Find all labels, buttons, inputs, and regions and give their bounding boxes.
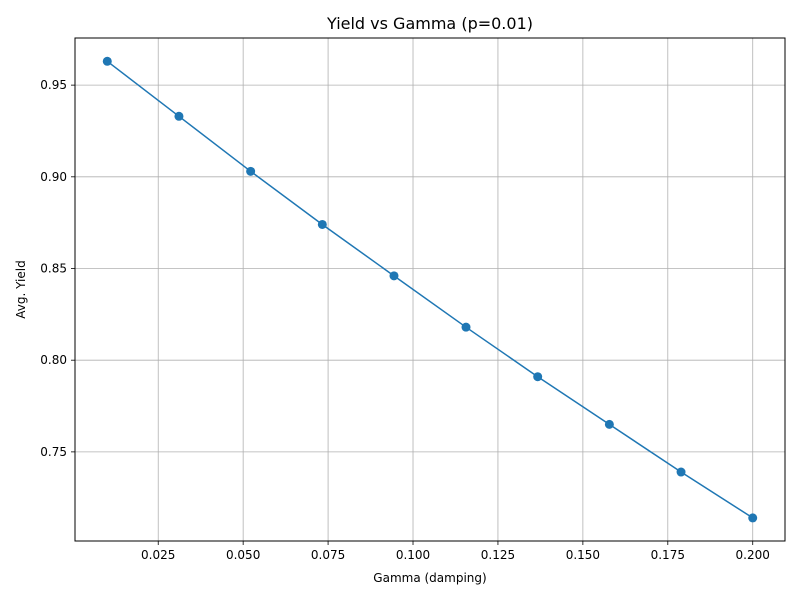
data-point — [461, 322, 471, 332]
y-tick-label: 0.85 — [40, 262, 67, 276]
x-tick-label: 0.175 — [651, 548, 685, 562]
x-tick-label: 0.100 — [396, 548, 430, 562]
data-point — [174, 111, 184, 121]
x-tick-label: 0.025 — [141, 548, 175, 562]
grid-lines — [75, 38, 785, 541]
data-point — [102, 56, 112, 66]
y-axis-label: Avg. Yield — [14, 260, 28, 318]
data-point — [676, 467, 686, 477]
x-tick-label: 0.075 — [311, 548, 345, 562]
y-tick-label: 0.80 — [40, 353, 67, 367]
x-tick-label: 0.150 — [566, 548, 600, 562]
series-lines — [106, 60, 754, 519]
y-tick-label: 0.75 — [40, 445, 67, 459]
data-point — [533, 372, 543, 382]
data-point — [604, 419, 614, 429]
data-point — [748, 513, 758, 523]
x-tick-label: 0.050 — [226, 548, 260, 562]
data-point — [389, 271, 399, 281]
x-axis-label: Gamma (damping) — [373, 571, 486, 585]
x-tick-label: 0.200 — [736, 548, 770, 562]
y-tick-label: 0.95 — [40, 78, 67, 92]
x-tick-label: 0.125 — [481, 548, 515, 562]
chart-title: Yield vs Gamma (p=0.01) — [326, 14, 533, 33]
series-markers — [102, 56, 758, 523]
axis-ticks: 0.025 0.050 0.075 0.100 0.125 0.150 0.175 0.200… — [40, 78, 770, 562]
data-point — [246, 166, 256, 176]
series-line — [106, 60, 754, 519]
plot-area-frame — [74, 37, 786, 542]
y-tick-label: 0.90 — [40, 170, 67, 184]
data-point — [317, 219, 327, 229]
